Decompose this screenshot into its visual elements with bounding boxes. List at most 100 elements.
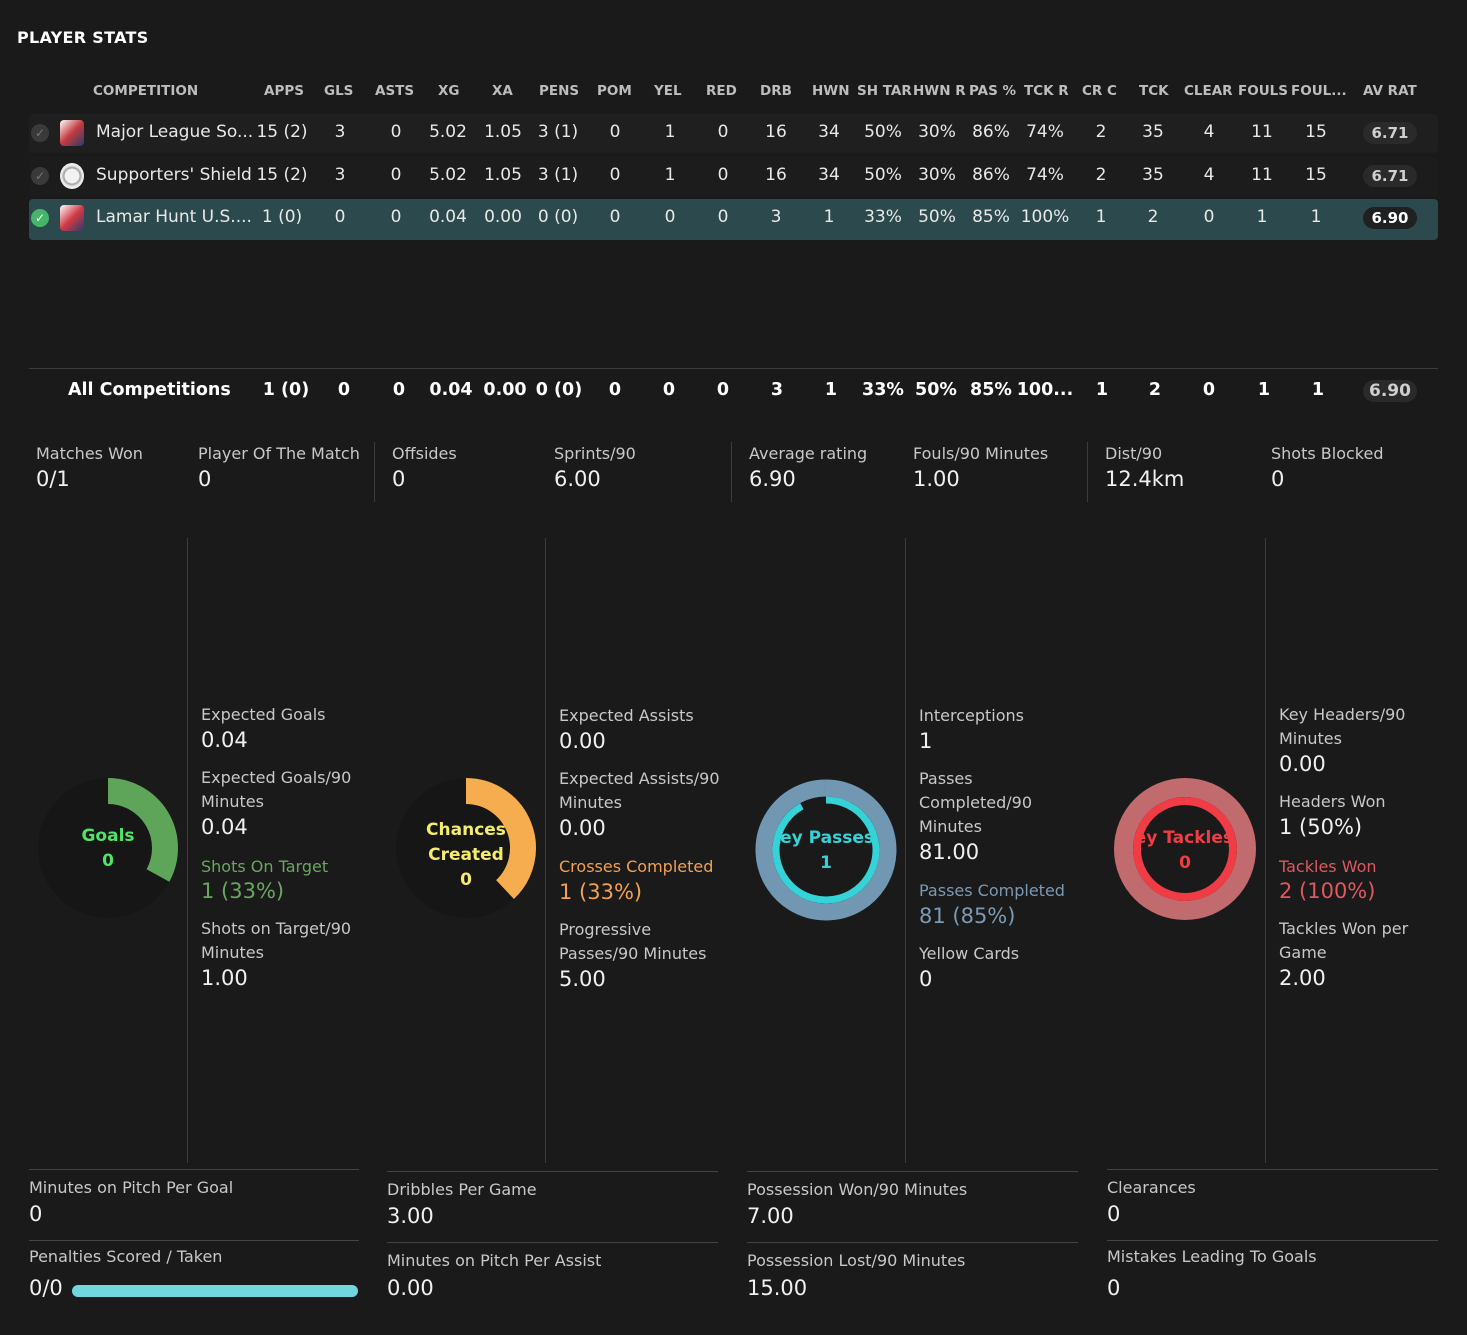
column-header[interactable]: TCK — [1139, 83, 1169, 99]
stat-label: Shots on Target/90 Minutes — [201, 919, 352, 962]
summary-value: 0 — [198, 467, 212, 491]
stat-cell-xa: 1.05 — [484, 122, 522, 142]
column-header[interactable]: HWN R — [913, 83, 966, 99]
stat-cell-crc: 1 — [1095, 207, 1107, 227]
penalties-progress-fill — [72, 1285, 358, 1297]
stat-cell-tck: 35 — [1142, 122, 1164, 142]
stat-cell-shtar: 50% — [864, 122, 902, 142]
column-header[interactable]: SH TAR — [857, 83, 912, 99]
bottom-stat-label: Possession Lost/90 Minutes — [747, 1251, 966, 1270]
bottom-stat-label: Minutes on Pitch Per Assist — [387, 1251, 602, 1270]
stat-label: Passes Completed/90 Minutes — [919, 769, 1033, 836]
average-rating-badge: 6.71 — [1363, 122, 1417, 144]
totals-cell-hwnr: 50% — [915, 380, 957, 400]
stat-cell-foul2: 15 — [1305, 122, 1327, 142]
table-row[interactable] — [29, 157, 1438, 196]
column-header[interactable]: FOULS — [1238, 83, 1288, 99]
stat-cell-hwnr: 30% — [918, 122, 956, 142]
chances-ring — [465, 778, 536, 900]
stat-label: Tackles Won — [1279, 857, 1377, 876]
average-rating-badge: 6.71 — [1363, 165, 1417, 187]
bottom-stat-value: 3.00 — [387, 1204, 434, 1228]
divider — [387, 1242, 718, 1243]
column-header[interactable]: APPS — [264, 83, 304, 99]
column-header[interactable]: DRB — [760, 83, 792, 99]
stat-cell-foul2: 15 — [1305, 165, 1327, 185]
row-checkbox[interactable]: ✓ — [31, 209, 49, 227]
table-row[interactable] — [29, 114, 1438, 153]
stat-cell-pas: 85% — [972, 207, 1010, 227]
totals-cell-drb: 3 — [770, 380, 784, 400]
stat-cell-fouls: 11 — [1251, 122, 1273, 142]
stat-cell-gls: 0 — [334, 207, 346, 227]
table-row[interactable] — [29, 199, 1438, 240]
stat-cell-gls: 3 — [334, 165, 346, 185]
stat-label: Expected Goals — [201, 705, 326, 724]
stat-cell-pens: 0 (0) — [537, 207, 579, 227]
totals-cell-pom: 0 — [608, 380, 622, 400]
stat-cell-hwnr: 30% — [918, 165, 956, 185]
stat-label: Progressive Passes/90 Minutes — [559, 920, 707, 963]
totals-cell-fouls: 1 — [1257, 380, 1271, 400]
column-header[interactable]: CLEAR — [1184, 83, 1233, 99]
competition-name[interactable]: Major League So... — [96, 122, 254, 142]
column-header[interactable]: PAS % — [969, 83, 1017, 99]
stat-cell-tckr: 74% — [1026, 165, 1064, 185]
stat-cell-hwnr: 50% — [918, 207, 956, 227]
competition-name[interactable]: Supporters' Shield — [96, 165, 252, 185]
column-header[interactable]: COMPETITION — [93, 83, 199, 99]
stat-cell-xg: 5.02 — [429, 122, 467, 142]
summary-value: 6.00 — [554, 467, 601, 491]
totals-cell-pas: 85% — [970, 380, 1012, 400]
competition-name[interactable]: Lamar Hunt U.S.... — [96, 207, 252, 227]
row-checkbox[interactable]: ✓ — [31, 167, 49, 185]
stat-cell-fouls: 1 — [1256, 207, 1268, 227]
bottom-stat-value: 7.00 — [747, 1204, 794, 1228]
stat-cell-yel: 1 — [664, 165, 676, 185]
column-header[interactable]: FOUL... — [1291, 83, 1347, 99]
summary-label: Offsides — [392, 444, 457, 463]
stat-value: 0.00 — [559, 729, 606, 753]
column-header[interactable]: AV RAT — [1363, 83, 1417, 99]
stat-cell-asts: 0 — [390, 207, 402, 227]
bottom-stat-label: Minutes on Pitch Per Goal — [29, 1178, 234, 1197]
ring-value: 1 — [820, 853, 832, 873]
column-header[interactable]: XG — [438, 83, 460, 99]
column-header[interactable]: GLS — [324, 83, 354, 99]
page-title: PLAYER STATS — [17, 28, 149, 47]
row-checkbox[interactable]: ✓ — [31, 124, 49, 142]
stat-cell-drb: 16 — [765, 165, 787, 185]
divider — [747, 1242, 1078, 1243]
bottom-stat-label: Possession Won/90 Minutes — [747, 1180, 968, 1199]
totals-rating-badge: 6.90 — [1363, 380, 1417, 402]
summary-label: Average rating — [749, 444, 868, 463]
column-header[interactable]: HWN — [812, 83, 850, 99]
stat-value: 0.04 — [201, 815, 248, 839]
stat-value: 81 (85%) — [919, 904, 1016, 928]
ring-title: Goals — [81, 826, 135, 846]
column-header[interactable]: ASTS — [375, 83, 415, 99]
stat-cell-red: 0 — [717, 207, 729, 227]
totals-cell-tck: 2 — [1148, 380, 1162, 400]
summary-value: 6.90 — [749, 467, 796, 491]
summary-label: Player Of The Match — [198, 444, 360, 463]
stat-cell-drb: 16 — [765, 122, 787, 142]
stat-cell-drb: 3 — [770, 207, 782, 227]
column-header[interactable]: XA — [492, 83, 513, 99]
divider — [905, 538, 906, 1163]
bottom-stat-value: 0 — [29, 1202, 43, 1226]
column-header[interactable]: PENS — [539, 83, 580, 99]
summary-label: Dist/90 — [1105, 444, 1163, 463]
column-header[interactable]: CR C — [1082, 83, 1117, 99]
column-header[interactable]: RED — [706, 83, 737, 99]
stat-value: 1 (50%) — [1279, 815, 1363, 839]
stat-value: 2.00 — [1279, 966, 1326, 990]
divider — [374, 442, 375, 502]
column-header[interactable]: TCK R — [1024, 83, 1069, 99]
divider — [731, 442, 732, 502]
column-header[interactable]: POM — [597, 83, 632, 99]
stat-cell-xg: 5.02 — [429, 165, 467, 185]
column-header[interactable]: YEL — [654, 83, 682, 99]
ring-title: Key Tackles — [1137, 828, 1233, 848]
summary-value: 0 — [392, 467, 406, 491]
